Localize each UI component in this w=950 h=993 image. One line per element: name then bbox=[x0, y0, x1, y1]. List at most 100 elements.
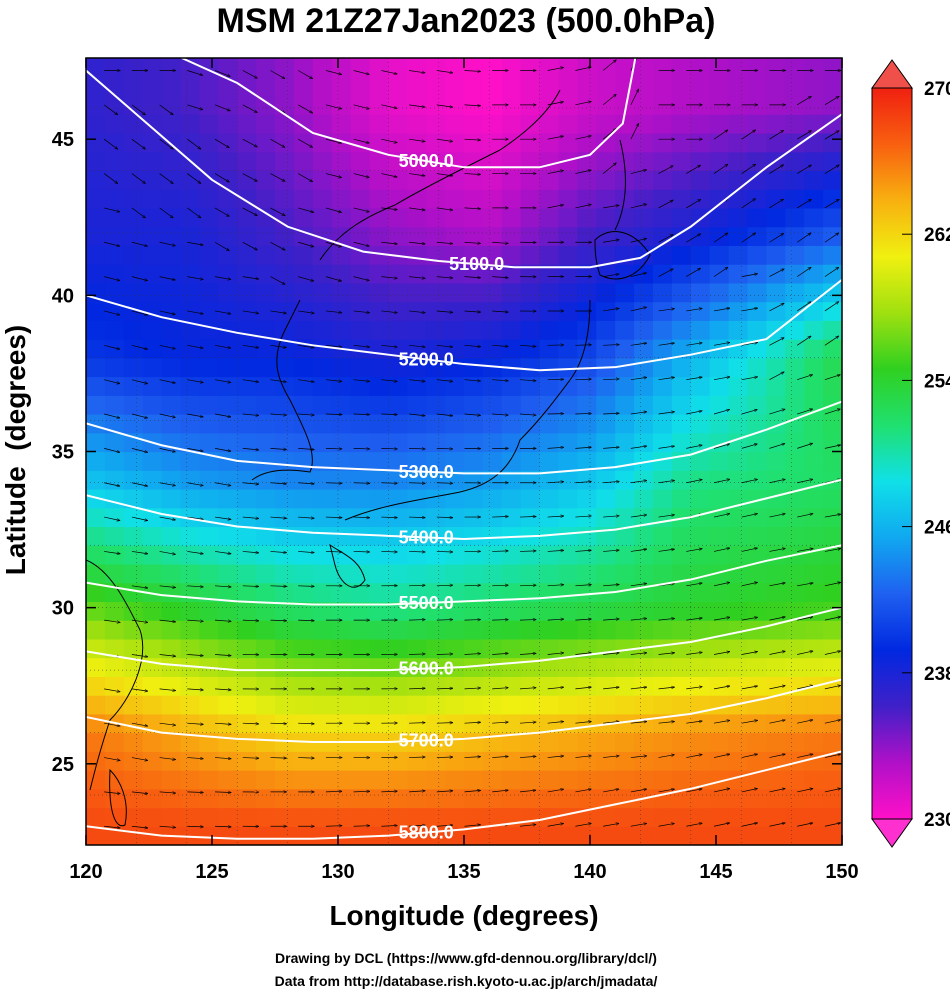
wind-vector bbox=[159, 585, 176, 588]
field-cell bbox=[293, 751, 314, 771]
field-cell bbox=[445, 414, 465, 434]
field-cell bbox=[237, 826, 257, 845]
field-cell bbox=[407, 451, 427, 471]
x-tick-label: 140 bbox=[573, 861, 606, 883]
field-cell bbox=[256, 620, 276, 640]
field-cell bbox=[823, 657, 842, 677]
wind-vector bbox=[409, 104, 425, 107]
field-cell bbox=[142, 151, 163, 172]
field-cell bbox=[426, 601, 446, 621]
wind-vector bbox=[409, 757, 425, 758]
wind-vector bbox=[769, 617, 785, 621]
wind-vector bbox=[159, 207, 173, 218]
field-cell bbox=[482, 395, 503, 415]
field-cell bbox=[482, 826, 503, 845]
field-cell bbox=[728, 807, 749, 827]
field-cell bbox=[237, 132, 257, 153]
field-cell bbox=[86, 826, 106, 845]
wind-vector bbox=[381, 207, 397, 210]
field-cell bbox=[350, 488, 371, 509]
field-cell bbox=[218, 207, 238, 228]
field-cell bbox=[785, 582, 805, 603]
field-cell bbox=[369, 245, 389, 265]
wind-vector bbox=[298, 723, 314, 724]
field-cell bbox=[293, 657, 314, 677]
field-cell bbox=[671, 751, 692, 771]
wind-vector bbox=[575, 136, 591, 140]
field-cell bbox=[464, 582, 484, 603]
wind-vector bbox=[436, 825, 453, 826]
field-cell bbox=[256, 657, 276, 677]
field-cell bbox=[369, 470, 389, 490]
field-cell bbox=[653, 376, 673, 396]
field-cell bbox=[388, 657, 408, 677]
field-cell bbox=[331, 788, 352, 809]
field-cell bbox=[634, 807, 654, 827]
wind-vector bbox=[464, 825, 481, 826]
field-cell bbox=[180, 226, 200, 246]
field-cell bbox=[577, 376, 597, 396]
field-cell bbox=[690, 695, 711, 715]
field-cell bbox=[161, 414, 182, 434]
field-cell bbox=[199, 226, 219, 246]
wind-vector bbox=[741, 514, 758, 518]
field-cell bbox=[709, 114, 730, 134]
field-cell bbox=[256, 357, 276, 378]
wind-vector bbox=[741, 548, 758, 552]
field-cell bbox=[558, 470, 578, 490]
wind-vector bbox=[187, 826, 203, 827]
field-cell bbox=[520, 638, 541, 659]
field-cell bbox=[445, 376, 465, 396]
field-cell bbox=[123, 488, 144, 509]
field-cell bbox=[426, 470, 446, 490]
wind-vector bbox=[242, 551, 259, 552]
field-cell bbox=[577, 582, 597, 603]
field-cell bbox=[577, 339, 597, 359]
field-cell bbox=[634, 545, 654, 565]
field-cell bbox=[728, 582, 749, 603]
y-tick-label: 30 bbox=[52, 598, 74, 620]
field-cell bbox=[596, 414, 616, 434]
field-cell bbox=[577, 657, 597, 677]
wind-vector bbox=[270, 483, 286, 484]
field-cell bbox=[407, 657, 427, 677]
field-cell bbox=[86, 695, 106, 715]
field-cell bbox=[142, 770, 163, 790]
field-cell bbox=[104, 695, 125, 715]
field-cell bbox=[823, 732, 842, 752]
field-cell bbox=[180, 657, 200, 677]
field-cell bbox=[350, 545, 371, 565]
field-cell bbox=[293, 470, 314, 490]
field-cell bbox=[482, 339, 503, 359]
wind-vector bbox=[796, 96, 811, 106]
field-cell bbox=[388, 620, 408, 640]
field-cell bbox=[615, 320, 635, 340]
field-cell bbox=[501, 395, 522, 415]
contour-label-5400.0: 5400.0 bbox=[399, 527, 454, 547]
field-cell bbox=[482, 638, 503, 659]
field-cell bbox=[123, 807, 144, 827]
field-cell bbox=[180, 320, 200, 340]
field-cell bbox=[275, 414, 295, 434]
field-cell bbox=[482, 488, 503, 509]
field-cell bbox=[596, 245, 616, 265]
field-cell bbox=[728, 451, 749, 471]
field-cell bbox=[653, 58, 673, 78]
wind-vector bbox=[769, 686, 785, 690]
wind-vector bbox=[436, 344, 453, 347]
field-cell bbox=[728, 414, 749, 434]
field-cell bbox=[218, 770, 238, 790]
coast-sakhalin bbox=[614, 139, 626, 231]
field-cell bbox=[218, 245, 238, 265]
x-axis-ticks: 120 125 130 135 140 145 150 bbox=[69, 58, 859, 883]
field-cell bbox=[615, 451, 635, 471]
field-cell bbox=[709, 488, 730, 509]
field-cell bbox=[293, 301, 314, 321]
field-cell bbox=[407, 170, 427, 190]
wind-vector bbox=[658, 412, 675, 415]
field-cell bbox=[501, 507, 522, 528]
wind-vector bbox=[797, 514, 813, 518]
field-cell bbox=[369, 751, 389, 771]
field-cell bbox=[218, 751, 238, 771]
field-cell bbox=[823, 638, 842, 659]
